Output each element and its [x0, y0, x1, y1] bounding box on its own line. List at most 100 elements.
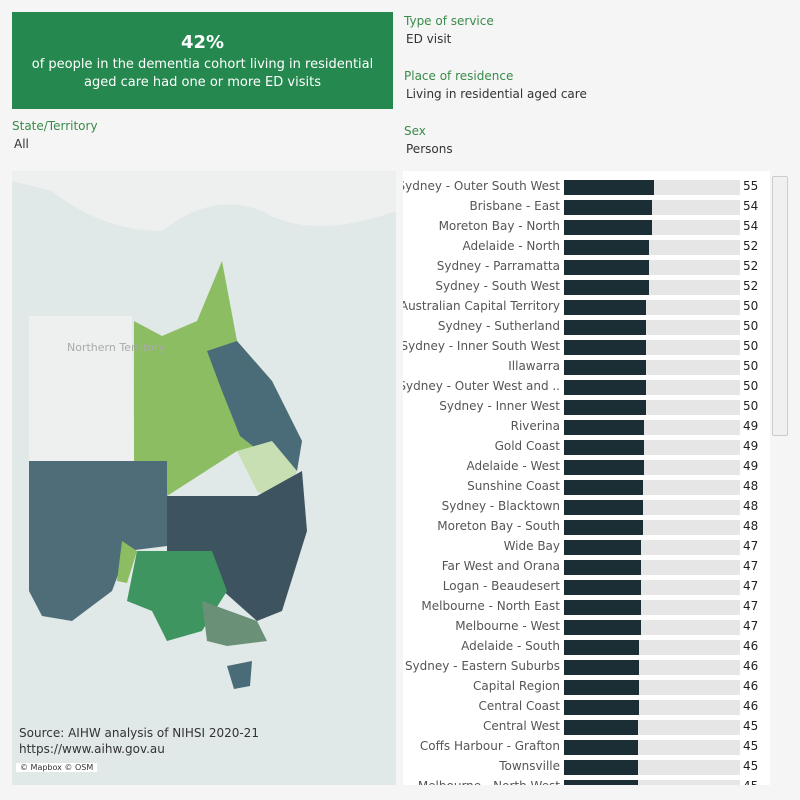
bar[interactable] — [564, 680, 640, 695]
bar[interactable] — [564, 660, 640, 675]
bar[interactable] — [564, 640, 640, 655]
bar[interactable] — [564, 620, 641, 635]
bar-value: 52 — [743, 279, 759, 293]
bar[interactable] — [564, 300, 646, 315]
bar-value: 47 — [743, 539, 759, 553]
bar-row[interactable]: Melbourne - North East 47 — [403, 597, 770, 617]
bar-value: 48 — [743, 499, 759, 513]
bar-row[interactable]: Sydney - Parramatta 52 — [403, 257, 770, 277]
bar[interactable] — [564, 180, 654, 195]
map-svg: Northern Territory — [12, 171, 396, 689]
bar[interactable] — [564, 760, 638, 775]
bar-label: Adelaide - South — [461, 639, 560, 653]
bar-row[interactable]: Townsville 45 — [403, 757, 770, 777]
bar[interactable] — [564, 600, 641, 615]
bar-row[interactable]: Central West 45 — [403, 717, 770, 737]
bar-row[interactable]: Adelaide - South 46 — [403, 637, 770, 657]
bar-row[interactable]: Adelaide - North 52 — [403, 237, 770, 257]
filter-value[interactable]: ED visit — [406, 32, 452, 46]
bar-row[interactable]: Sydney - Outer South West 55 — [403, 177, 770, 197]
bar[interactable] — [564, 320, 646, 335]
bar[interactable] — [564, 400, 646, 415]
bar-label: Moreton Bay - North — [438, 219, 560, 233]
bar-row[interactable]: Central Coast 46 — [403, 697, 770, 717]
territory-label: Northern Territory — [67, 341, 165, 354]
bar[interactable] — [564, 520, 643, 535]
bar-row[interactable]: Moreton Bay - South 48 — [403, 517, 770, 537]
bar-label: Townsville — [499, 759, 560, 773]
bar-row[interactable]: Sydney - South West 52 — [403, 277, 770, 297]
bar[interactable] — [564, 340, 646, 355]
filter-value[interactable]: Persons — [406, 142, 453, 156]
filter-value[interactable]: All — [14, 137, 29, 151]
bar-label: Illawarra — [508, 359, 560, 373]
region-sa — [127, 551, 227, 641]
bar[interactable] — [564, 280, 650, 295]
bar[interactable] — [564, 440, 645, 455]
bar-row[interactable]: Sydney - Blacktown 48 — [403, 497, 770, 517]
bar[interactable] — [564, 460, 645, 475]
bar-row[interactable]: Gold Coast 49 — [403, 437, 770, 457]
region-map[interactable]: Northern Territory Source: AIHW analysis… — [12, 171, 396, 785]
bar-value: 50 — [743, 339, 759, 353]
bar-label: Melbourne - West — [455, 619, 560, 633]
bar-row[interactable]: Sydney - Inner South West 50 — [403, 337, 770, 357]
bar[interactable] — [564, 540, 641, 555]
bar[interactable] — [564, 720, 638, 735]
bar-value: 47 — [743, 579, 759, 593]
bar-row[interactable]: Sydney - Outer West and .. 50 — [403, 377, 770, 397]
bar-value: 46 — [743, 639, 759, 653]
bar-row[interactable]: Adelaide - West 49 — [403, 457, 770, 477]
region-sa-west — [117, 541, 137, 583]
bar[interactable] — [564, 220, 653, 235]
bar-row[interactable]: Melbourne - West 47 — [403, 617, 770, 637]
bar-row[interactable]: Riverina 49 — [403, 417, 770, 437]
bar[interactable] — [564, 480, 643, 495]
bar-row[interactable]: Illawarra 50 — [403, 357, 770, 377]
chart-scrollbar[interactable] — [772, 176, 788, 436]
bar-row[interactable]: Logan - Beaudesert 47 — [403, 577, 770, 597]
bar-row[interactable]: Australian Capital Territory 50 — [403, 297, 770, 317]
bar[interactable] — [564, 580, 641, 595]
bar-row[interactable]: Wide Bay 47 — [403, 537, 770, 557]
bar-value: 45 — [743, 779, 758, 785]
bar-row[interactable]: Melbourne - North West 45 — [403, 777, 770, 785]
bar[interactable] — [564, 740, 638, 755]
region-tas — [227, 661, 252, 689]
bar-value: 46 — [743, 699, 759, 713]
bar-row[interactable]: Brisbane - East 54 — [403, 197, 770, 217]
bar-row[interactable]: Sunshine Coast 48 — [403, 477, 770, 497]
map-attribution[interactable]: © Mapbox © OSM — [16, 763, 98, 772]
filter-value[interactable]: Living in residential aged care — [406, 87, 587, 101]
bar-value: 50 — [743, 399, 759, 413]
bar-row[interactable]: Moreton Bay - North 54 — [403, 217, 770, 237]
source-url[interactable]: https://www.aihw.gov.au — [19, 742, 165, 756]
bar-value: 54 — [743, 199, 759, 213]
bar[interactable] — [564, 360, 646, 375]
filter-state-territory[interactable]: State/Territory All — [12, 119, 98, 151]
bar-row[interactable]: Sydney - Inner West 50 — [403, 397, 770, 417]
filter-label: Type of service — [404, 14, 494, 28]
map-source: Source: AIHW analysis of NIHSI 2020-21 h… — [19, 725, 259, 757]
bar[interactable] — [564, 700, 640, 715]
bar-row[interactable]: Sydney - Sutherland 50 — [403, 317, 770, 337]
bar[interactable] — [564, 200, 653, 215]
bar[interactable] — [564, 260, 650, 275]
region-nt — [29, 316, 134, 461]
bar[interactable] — [564, 560, 641, 575]
bar[interactable] — [564, 500, 643, 515]
bar[interactable] — [564, 420, 645, 435]
bar-row[interactable]: Sydney - Eastern Suburbs 46 — [403, 657, 770, 677]
bar-row[interactable]: Coffs Harbour - Grafton 45 — [403, 737, 770, 757]
bar[interactable] — [564, 380, 646, 395]
bar-value: 46 — [743, 679, 759, 693]
bar[interactable] — [564, 240, 650, 255]
bar-value: 50 — [743, 299, 759, 313]
bar-value: 47 — [743, 559, 759, 573]
filter-place-of-residence[interactable]: Place of residence Living in residential… — [404, 69, 587, 101]
bar-row[interactable]: Capital Region 46 — [403, 677, 770, 697]
filter-sex[interactable]: Sex Persons — [404, 124, 453, 156]
bar[interactable] — [564, 780, 638, 785]
filter-type-of-service[interactable]: Type of service ED visit — [404, 14, 494, 46]
bar-row[interactable]: Far West and Orana 47 — [403, 557, 770, 577]
